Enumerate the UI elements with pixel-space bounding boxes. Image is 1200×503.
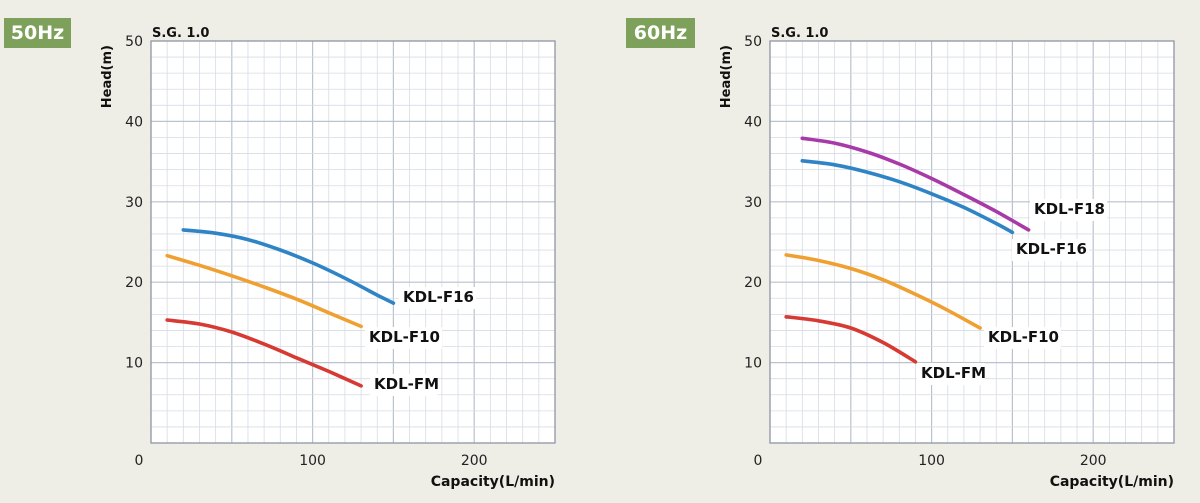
panel2-curve-kdl-fm (784, 315, 918, 364)
panel2-label-backing-kdl-fm (917, 363, 985, 385)
panel2-curve-label-kdl-f10: KDL-F10 (988, 328, 1059, 346)
panel2-x-tick-label: 200 (1080, 453, 1107, 469)
panel1-y-tick-label: 10 (125, 356, 143, 372)
panel1-x-tick-label: 200 (461, 453, 488, 469)
panel2-label-backing-kdl-f18 (1030, 199, 1108, 221)
panel2-curve-kdl-f10 (784, 253, 982, 330)
panel2-x-tick-label: 0 (754, 453, 763, 469)
panel1-y-tick-label: 20 (125, 275, 143, 291)
panel1-x-tick-label: 0 (135, 453, 144, 469)
panel2-y-tick-label: 20 (744, 275, 762, 291)
panel1-plot-area (151, 41, 555, 443)
panel1-y-axis-title: Head(m) (100, 45, 115, 108)
panel2-y-tick-label: 50 (744, 34, 762, 50)
panel1-curve-label-kdl-f10: KDL-F10 (369, 328, 440, 346)
panel1-label-backing-kdl-f10 (365, 327, 443, 349)
panel2-label-backing-kdl-f10 (984, 327, 1062, 349)
panel2-curve-kdl-f18 (800, 136, 1031, 232)
panel2-curve-label-kdl-f16: KDL-F16 (1016, 240, 1087, 258)
panel1-y-tick-label: 40 (125, 114, 143, 130)
panel2-y-tick-label: 30 (744, 195, 762, 211)
panel2-x-tick-label: 100 (918, 453, 945, 469)
panel1-curve-label-kdl-fm: KDL-FM (374, 375, 439, 393)
panel1-y-tick-label: 30 (125, 195, 143, 211)
panel1-x-axis-title: Capacity(L/min) (431, 474, 555, 490)
panel2-plot-frame (769, 40, 1175, 444)
frequency-tag-60hz: 60Hz (626, 18, 695, 48)
panel1-plot-frame (150, 40, 556, 444)
panel1-label-backing-kdl-f16 (399, 287, 477, 309)
panel2-chart-title: S.G. 1.0 (771, 26, 828, 41)
panel2-curve-label-kdl-fm: KDL-FM (921, 364, 986, 382)
panel1-y-tick-label: 50 (125, 34, 143, 50)
panel1-x-tick-label: 100 (299, 453, 326, 469)
panel1-curve-kdl-f16 (181, 228, 396, 305)
panel1-label-backing-kdl-fm (370, 374, 438, 396)
panel2-y-axis-title: Head(m) (719, 45, 734, 108)
panel2-label-backing-kdl-f16 (1012, 239, 1090, 261)
panel1-curve-label-kdl-f16: KDL-F16 (403, 288, 474, 306)
panel1-chart-title: S.G. 1.0 (152, 26, 209, 41)
panel2-y-tick-label: 40 (744, 114, 762, 130)
panel2-y-tick-label: 10 (744, 356, 762, 372)
panel2-curve-label-kdl-f18: KDL-F18 (1034, 200, 1105, 218)
frequency-tag-50hz: 50Hz (4, 18, 71, 48)
panel2-curve-kdl-f16 (800, 159, 1015, 235)
panel1-curve-kdl-fm (165, 318, 363, 388)
panel1-curve-kdl-f10 (165, 253, 363, 329)
panel2-x-axis-title: Capacity(L/min) (1050, 474, 1174, 490)
